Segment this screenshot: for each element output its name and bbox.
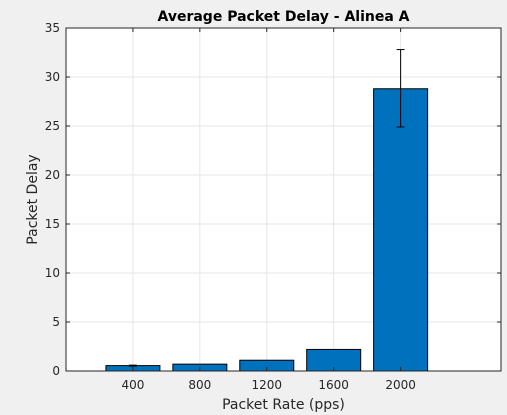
y-tick-label: 15 bbox=[45, 217, 60, 231]
y-axis-label: Packet Delay bbox=[25, 154, 41, 244]
error-bars-group bbox=[128, 49, 405, 367]
x-tick-label: 2000 bbox=[385, 378, 416, 392]
x-tick-label: 1600 bbox=[318, 378, 349, 392]
x-tick-label: 1200 bbox=[251, 378, 282, 392]
plot-frame bbox=[65, 27, 502, 372]
y-tick-label: 30 bbox=[45, 70, 60, 84]
y-axis-ticks: 0 5 10 15 20 25 30 35 bbox=[45, 21, 501, 378]
y-tick-label: 35 bbox=[45, 21, 60, 35]
y-tick-label: 25 bbox=[45, 119, 60, 133]
chart-title: Average Packet Delay - Alinea A bbox=[158, 9, 410, 25]
x-tick-label: 800 bbox=[188, 378, 211, 392]
x-tick-label: 400 bbox=[121, 378, 144, 392]
plot-area bbox=[66, 28, 501, 371]
y-tick-label: 10 bbox=[45, 266, 60, 280]
bars-group bbox=[105, 88, 429, 372]
y-tick-label: 20 bbox=[45, 168, 60, 182]
y-tick-label: 0 bbox=[52, 364, 60, 378]
x-axis-ticks: 400 800 1200 1600 2000 bbox=[121, 28, 416, 392]
y-tick-label: 5 bbox=[52, 315, 60, 329]
x-axis-label: Packet Rate (pps) bbox=[222, 397, 345, 413]
bar-2000 bbox=[373, 88, 429, 372]
